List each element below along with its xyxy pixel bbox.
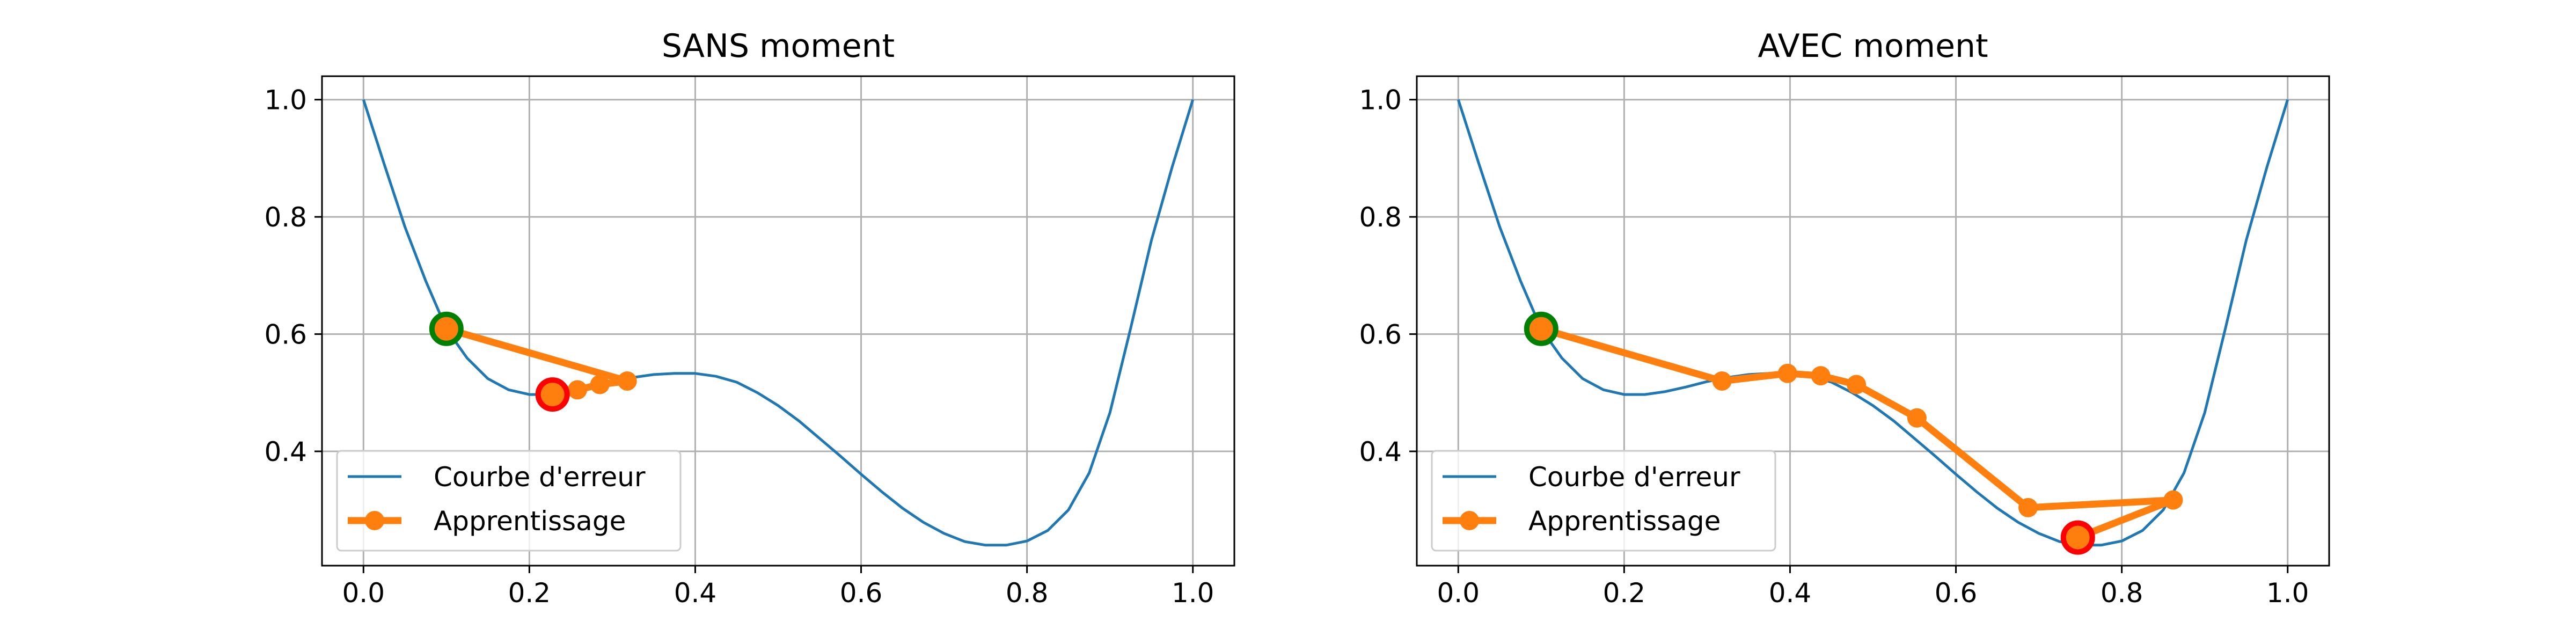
x-tick-label: 1.0 (1172, 577, 1214, 609)
x-tick-label: 0.2 (508, 577, 551, 609)
y-tick-label: 0.4 (264, 436, 307, 467)
data-point-apprentissage (568, 380, 587, 400)
plot-area (1457, 99, 2289, 555)
x-tick-label: 0.0 (1437, 577, 1480, 609)
x-tick-label: 0.4 (1769, 577, 1812, 609)
axes-frame (321, 75, 1235, 567)
legend-label-curve: Courbe d'erreur (1528, 462, 1740, 493)
legend-swatch-marker (365, 511, 384, 530)
x-tick-label: 0.2 (1603, 577, 1646, 609)
ticks: 0.0 0.2 0.4 0.6 0.8 1.0 0.4 0.6 0.8 1.0 (1359, 85, 2309, 609)
end-point-marker (2060, 520, 2095, 555)
data-point-apprentissage (1907, 408, 1927, 428)
y-tick-label: 1.0 (1359, 85, 1402, 116)
data-point-apprentissage (1712, 371, 1732, 391)
chart-title: AVEC moment (1758, 27, 1988, 65)
data-point-apprentissage (1847, 375, 1867, 394)
start-point-marker (429, 311, 464, 346)
legend: Courbe d'erreur Apprentissage (1431, 450, 1776, 552)
legend-label-path: Apprentissage (434, 506, 626, 537)
axes-frame (1416, 75, 2330, 567)
y-tick-label: 0.8 (1359, 202, 1402, 233)
x-tick-label: 0.0 (342, 577, 385, 609)
data-point-apprentissage (1777, 363, 1797, 383)
y-tick-label: 0.6 (264, 319, 307, 350)
end-point-marker (535, 377, 570, 412)
x-tick-label: 0.8 (2101, 577, 2143, 609)
y-tick-label: 1.0 (264, 85, 307, 116)
legend-box (336, 450, 682, 552)
x-tick-label: 0.4 (674, 577, 717, 609)
series-line-courbe-erreur (362, 99, 1195, 547)
data-point-apprentissage (2018, 497, 2038, 517)
data-point-apprentissage (590, 375, 610, 394)
legend-box (1431, 450, 1776, 552)
x-tick-label: 0.8 (1006, 577, 1049, 609)
data-point-apprentissage (1811, 366, 1831, 386)
plot-area (362, 99, 1195, 547)
legend-label-path: Apprentissage (1528, 506, 1721, 537)
ticks: 0.0 0.2 0.4 0.6 0.8 1.0 0.4 0.6 0.8 1.0 (264, 85, 1214, 609)
legend-swatch-marker (1460, 511, 1479, 530)
y-tick-label: 0.6 (1359, 319, 1402, 350)
legend-label-curve: Courbe d'erreur (434, 462, 646, 493)
y-tick-label: 0.8 (264, 202, 307, 233)
x-tick-label: 0.6 (1935, 577, 1978, 609)
subplot-sans-moment: SANS moment 0.0 0.2 0.4 0.6 0.8 1.0 0.4 0.6 0.8 1… (264, 27, 1235, 609)
y-tick-label: 0.4 (1359, 436, 1402, 467)
data-point-apprentissage (2163, 490, 2183, 510)
chart-title: SANS moment (662, 27, 895, 65)
data-point-apprentissage (617, 371, 637, 391)
x-tick-label: 0.6 (840, 577, 883, 609)
x-tick-label: 1.0 (2266, 577, 2309, 609)
subplot-avec-moment: AVEC moment 0.0 0.2 0.4 0.6 0.8 1.0 0.4 0.6 0.8 1… (1359, 27, 2330, 609)
start-point-marker (1524, 311, 1558, 346)
legend: Courbe d'erreur Apprentissage (336, 450, 682, 552)
series-line-courbe-erreur (1457, 99, 2289, 547)
